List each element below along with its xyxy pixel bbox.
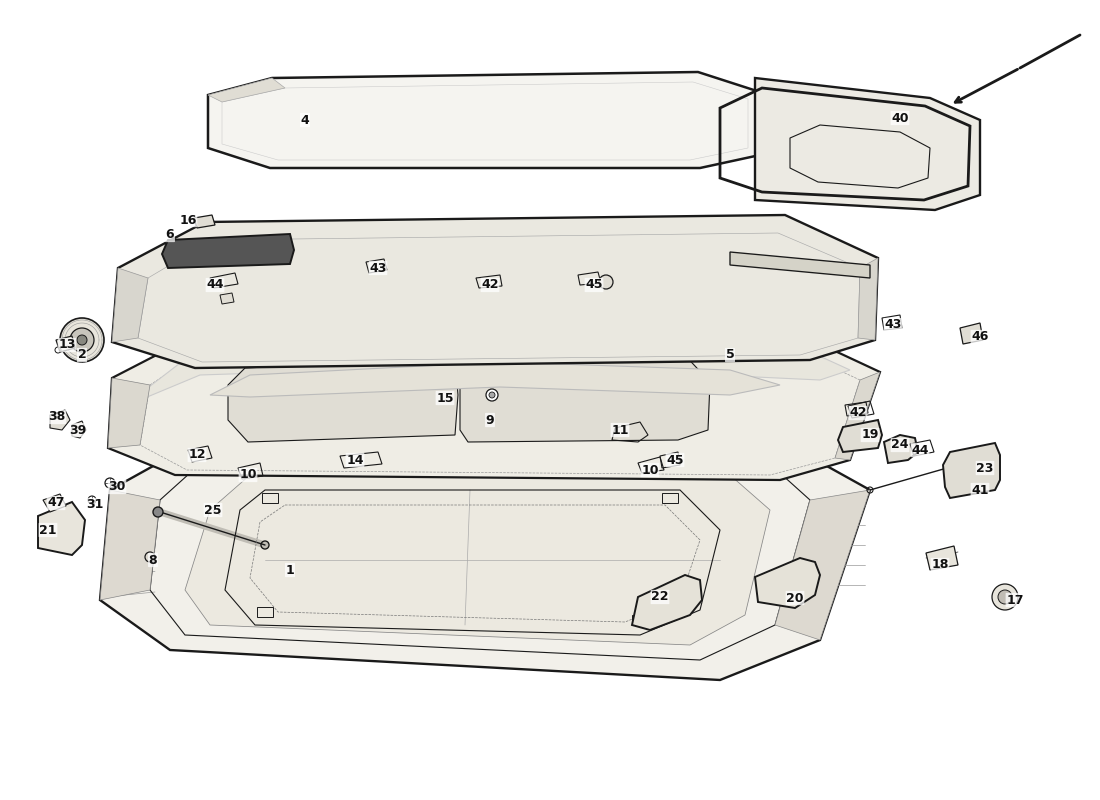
Text: 18: 18 xyxy=(932,558,948,571)
Text: 25: 25 xyxy=(205,503,222,517)
Polygon shape xyxy=(943,443,1000,498)
Text: 43: 43 xyxy=(370,262,387,274)
Text: 22: 22 xyxy=(651,590,669,603)
Polygon shape xyxy=(835,372,880,460)
Polygon shape xyxy=(210,362,780,397)
Polygon shape xyxy=(858,258,878,340)
Text: 43: 43 xyxy=(884,318,902,331)
Text: 30: 30 xyxy=(108,481,125,494)
Circle shape xyxy=(998,590,1012,604)
Circle shape xyxy=(77,335,87,345)
Polygon shape xyxy=(39,502,85,555)
Polygon shape xyxy=(755,558,820,608)
Polygon shape xyxy=(194,215,214,228)
Text: 45: 45 xyxy=(585,278,603,291)
Text: 1985: 1985 xyxy=(689,407,811,473)
Polygon shape xyxy=(72,421,86,438)
Circle shape xyxy=(486,389,498,401)
Text: 4: 4 xyxy=(300,114,309,126)
Text: 19: 19 xyxy=(861,429,879,442)
Text: 47: 47 xyxy=(47,497,65,510)
Polygon shape xyxy=(185,475,770,645)
Text: 11: 11 xyxy=(612,423,629,437)
Polygon shape xyxy=(140,325,850,400)
Text: 44: 44 xyxy=(911,443,928,457)
Polygon shape xyxy=(838,420,882,452)
Text: 42: 42 xyxy=(849,406,867,419)
Polygon shape xyxy=(100,440,870,680)
Polygon shape xyxy=(632,575,702,630)
Text: 17: 17 xyxy=(1006,594,1024,606)
Text: 21: 21 xyxy=(40,523,57,537)
Text: 46: 46 xyxy=(971,330,989,343)
Text: 9: 9 xyxy=(486,414,494,426)
Polygon shape xyxy=(108,330,880,480)
Text: 6: 6 xyxy=(166,229,174,242)
Text: 14: 14 xyxy=(346,454,364,466)
Text: eurospares: eurospares xyxy=(183,354,657,426)
Circle shape xyxy=(60,318,104,362)
Polygon shape xyxy=(56,336,75,352)
Text: 23: 23 xyxy=(977,462,993,474)
Circle shape xyxy=(153,507,163,517)
Polygon shape xyxy=(162,234,294,268)
Polygon shape xyxy=(460,350,710,442)
Text: 10: 10 xyxy=(641,463,659,477)
Polygon shape xyxy=(960,323,983,344)
Polygon shape xyxy=(220,293,234,304)
Polygon shape xyxy=(208,72,760,168)
Text: 31: 31 xyxy=(86,498,103,511)
Text: 38: 38 xyxy=(48,410,66,423)
Polygon shape xyxy=(112,268,148,342)
Text: 13: 13 xyxy=(58,338,76,351)
Text: 2: 2 xyxy=(78,349,87,362)
Polygon shape xyxy=(100,490,160,600)
Polygon shape xyxy=(50,410,70,430)
Polygon shape xyxy=(43,494,66,512)
Text: 20: 20 xyxy=(786,591,804,605)
Circle shape xyxy=(490,392,495,398)
Polygon shape xyxy=(108,378,150,448)
Text: 42: 42 xyxy=(482,278,498,291)
Text: 15: 15 xyxy=(437,391,453,405)
Circle shape xyxy=(992,584,1018,610)
Text: 41: 41 xyxy=(971,483,989,497)
Polygon shape xyxy=(208,78,285,102)
Text: 45: 45 xyxy=(667,454,684,466)
Text: 12: 12 xyxy=(188,449,206,462)
Text: 16: 16 xyxy=(179,214,197,226)
Text: a passion for italian cars: a passion for italian cars xyxy=(220,446,560,474)
Polygon shape xyxy=(755,78,980,210)
Text: 40: 40 xyxy=(891,111,909,125)
Polygon shape xyxy=(112,215,878,368)
Text: 24: 24 xyxy=(891,438,909,451)
Polygon shape xyxy=(730,252,870,278)
Text: 1: 1 xyxy=(286,563,295,577)
Text: 44: 44 xyxy=(207,278,223,291)
Text: 10: 10 xyxy=(240,469,256,482)
Text: 39: 39 xyxy=(69,423,87,437)
Text: 5: 5 xyxy=(726,349,735,362)
Circle shape xyxy=(600,275,613,289)
Polygon shape xyxy=(926,546,958,570)
Text: 8: 8 xyxy=(148,554,157,566)
Polygon shape xyxy=(884,435,918,463)
Circle shape xyxy=(70,328,94,352)
Polygon shape xyxy=(776,490,870,640)
Polygon shape xyxy=(228,358,458,442)
